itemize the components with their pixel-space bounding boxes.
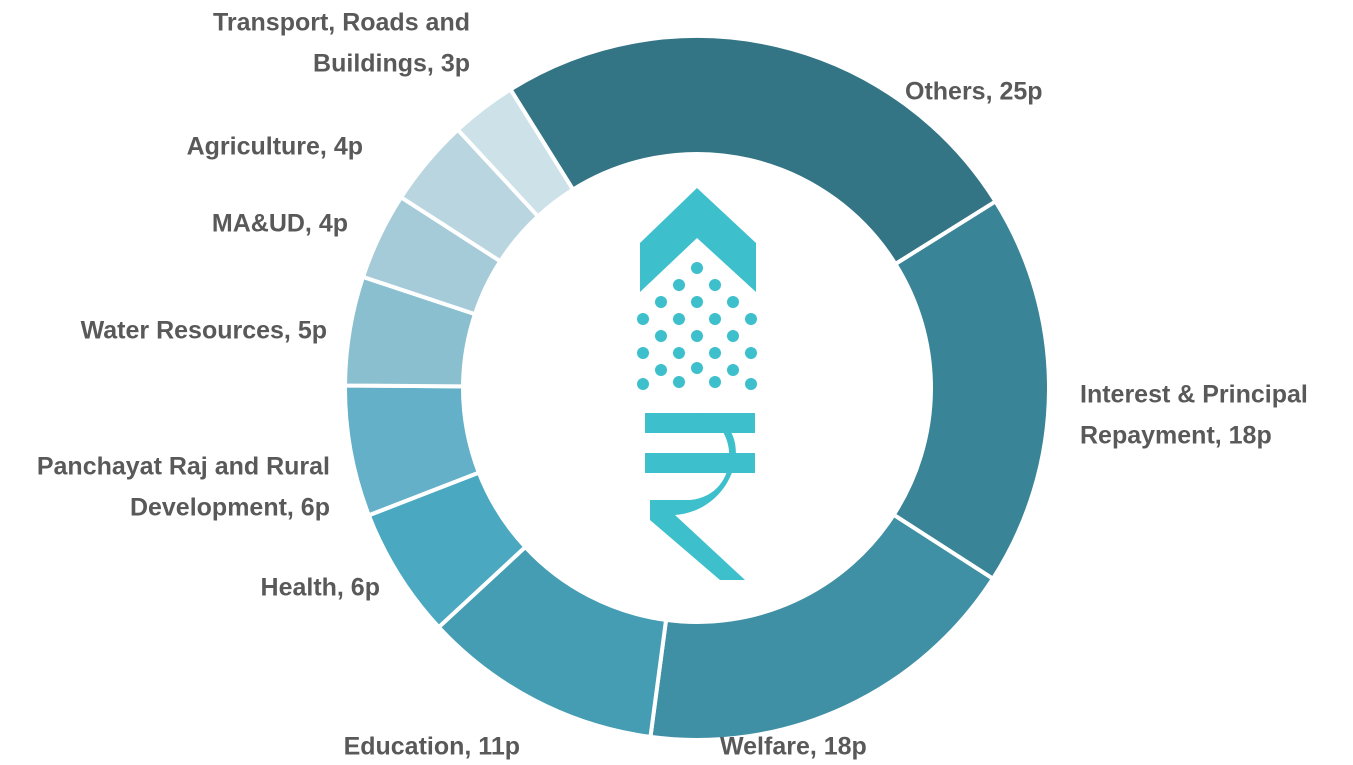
segment-label: Water Resources, 5p [81,317,327,345]
segment-label: Welfare, 18p [720,733,867,761]
donut-segment [890,198,1051,582]
rupee-sign [645,413,755,580]
donut-segment [455,86,576,220]
segment-label: Transport, Roads and [213,9,470,37]
segment-label: Development, 6p [130,494,330,522]
segment-label: Buildings, 3p [313,50,470,78]
segment-label: Repayment, 18p [1080,422,1272,450]
segment-label: Others, 25p [905,78,1043,106]
segment-label: Panchayat Raj and Rural [37,453,330,481]
segment-label: Health, 6p [261,574,380,602]
segment-label: Agriculture, 4p [187,133,363,161]
rupee-icon [637,188,757,580]
dots [637,262,757,390]
segment-label: MA&UD, 4p [212,210,348,238]
donut-segment [507,34,999,267]
segment-label: Education, 11p [344,733,520,761]
segment-label: Interest & Principal [1080,381,1308,409]
donut-segment [648,511,996,742]
segments [342,34,1051,742]
